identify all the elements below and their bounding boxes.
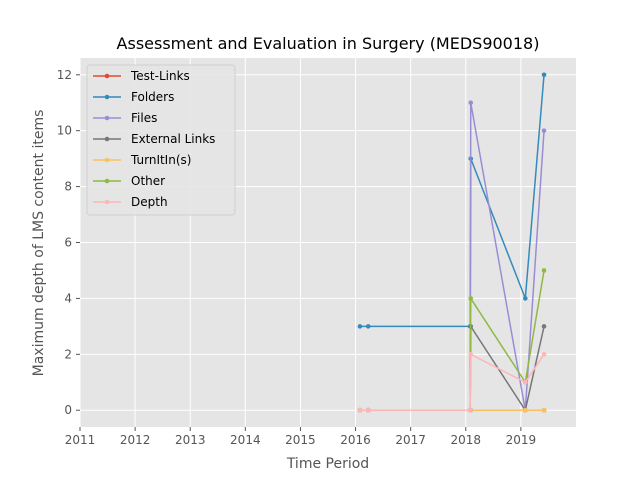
legend-label: Test-Links xyxy=(130,69,190,83)
data-point xyxy=(542,352,547,357)
x-tick-label: 2019 xyxy=(506,433,537,447)
data-point xyxy=(542,128,547,133)
x-tick-label: 2016 xyxy=(340,433,371,447)
legend-marker xyxy=(105,137,110,142)
legend-label: External Links xyxy=(131,132,215,146)
legend: Test-Links Folders Files External Links Turn… xyxy=(87,65,235,215)
legend-marker xyxy=(105,74,110,79)
legend-marker xyxy=(105,179,110,184)
data-point xyxy=(468,408,473,413)
y-tick-label: 2 xyxy=(64,347,72,361)
legend-label: TurnItIn(s) xyxy=(130,153,191,167)
x-tick-label: 2015 xyxy=(285,433,316,447)
x-tick-label: 2013 xyxy=(175,433,206,447)
x-tick-label: 2012 xyxy=(120,433,151,447)
legend-label: Files xyxy=(131,111,157,125)
y-tick-label: 6 xyxy=(64,236,72,250)
data-point xyxy=(366,324,371,329)
data-point xyxy=(523,296,528,301)
data-point xyxy=(366,408,371,413)
y-tick-label: 8 xyxy=(64,180,72,194)
legend-marker xyxy=(105,116,110,121)
x-tick-label: 2011 xyxy=(65,433,96,447)
data-point xyxy=(542,72,547,77)
legend-marker xyxy=(105,158,110,163)
x-tick-label: 2018 xyxy=(451,433,482,447)
y-tick-label: 4 xyxy=(64,291,72,305)
data-point xyxy=(542,408,547,413)
data-point xyxy=(542,324,547,329)
data-point xyxy=(523,380,528,385)
legend-label: Folders xyxy=(131,90,174,104)
x-axis-label: Time Period xyxy=(286,456,369,472)
chart-title: Assessment and Evaluation in Surgery (ME… xyxy=(117,34,540,53)
y-tick-label: 12 xyxy=(57,68,72,82)
data-point xyxy=(358,324,363,329)
legend-label: Other xyxy=(131,174,165,188)
y-axis-label: Maximum depth of LMS content items xyxy=(31,110,47,377)
data-point xyxy=(468,352,473,357)
y-tick-label: 0 xyxy=(64,403,72,417)
x-tick-label: 2014 xyxy=(230,433,261,447)
legend-label: Depth xyxy=(131,195,168,209)
y-tick-label: 10 xyxy=(57,124,72,138)
data-point xyxy=(468,296,473,301)
data-point xyxy=(523,408,528,413)
legend-marker xyxy=(105,95,110,100)
data-point xyxy=(468,100,473,105)
data-point xyxy=(358,408,363,413)
x-tick-label: 2017 xyxy=(395,433,426,447)
data-point xyxy=(542,268,547,273)
x-axis-ticks: 2011 2012 2013 2014 2015 2016 2017 2018 2019 xyxy=(65,427,536,447)
y-axis-ticks: 0 2 4 6 8 10 12 xyxy=(57,68,80,417)
legend-marker xyxy=(105,200,110,205)
